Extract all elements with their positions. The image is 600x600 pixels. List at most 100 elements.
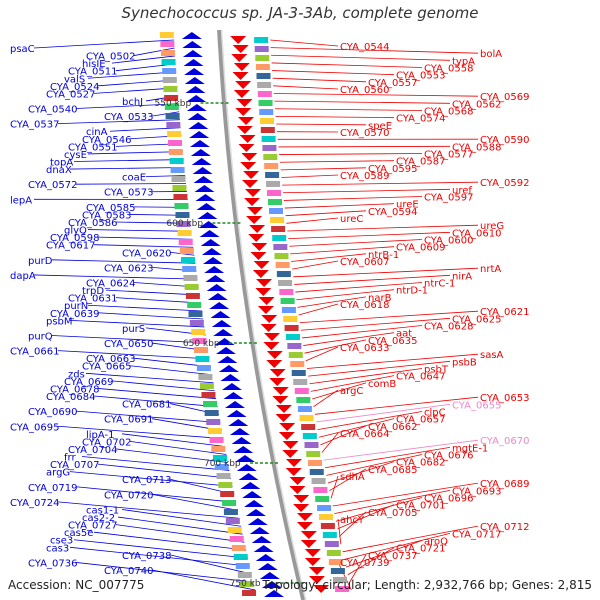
- left-strand-arrow: [207, 293, 228, 300]
- right-feature-block: [261, 136, 276, 142]
- right-connector-line: [318, 418, 395, 438]
- right-gene-label: CYA_0595: [368, 164, 417, 175]
- right-gene-label: CYA_0592: [480, 178, 529, 189]
- right-connector-line: [274, 108, 423, 111]
- right-strand-arrow: [282, 441, 299, 449]
- left-connector-line: [75, 103, 179, 109]
- left-feature-block: [171, 176, 186, 182]
- left-feature-block: [173, 194, 188, 200]
- left-gene-label: cas2-2: [82, 513, 115, 524]
- right-gene-label: nirA: [452, 271, 472, 282]
- left-strand-arrow: [194, 185, 215, 192]
- left-connector-line: [75, 486, 236, 503]
- right-gene-label: sasA: [480, 350, 504, 361]
- right-connector-line: [299, 310, 479, 324]
- left-gene-label: topA: [50, 157, 73, 168]
- right-connector-line: [287, 224, 479, 232]
- right-strand-arrow: [275, 405, 292, 413]
- right-strand-arrow: [249, 225, 266, 233]
- right-connector-line: [271, 54, 451, 61]
- right-connector-line: [294, 274, 451, 285]
- right-strand-arrow: [285, 468, 302, 476]
- left-connector-line: [87, 229, 192, 232]
- right-gene-label: CYA_0558: [424, 64, 473, 75]
- left-strand-arrow: [229, 428, 250, 435]
- right-feature-block: [287, 343, 302, 349]
- right-gene-label: CYA_0587: [396, 157, 445, 168]
- right-feature-block: [270, 217, 285, 223]
- right-strand-arrow: [282, 450, 299, 458]
- left-feature-block: [182, 266, 197, 272]
- right-connector-line: [271, 62, 423, 68]
- left-gene-label: cas3: [46, 543, 69, 554]
- left-feature-block: [196, 365, 211, 371]
- left-gene-label: frr: [64, 453, 76, 464]
- left-strand-arrow: [204, 266, 225, 273]
- left-feature-block: [170, 167, 185, 173]
- right-connector-line: [313, 389, 339, 407]
- left-strand-arrow: [264, 590, 285, 597]
- backbone-highlight: [220, 29, 307, 600]
- right-feature-block: [335, 586, 350, 592]
- right-connector-line: [308, 360, 451, 377]
- left-strand-arrow: [182, 41, 203, 48]
- left-strand-arrow: [233, 446, 254, 453]
- left-gene-label: purQ: [28, 331, 53, 342]
- left-feature-block: [162, 68, 177, 74]
- left-feature-block: [188, 311, 203, 317]
- right-strand-arrow: [233, 63, 250, 71]
- right-connector-line: [300, 317, 451, 331]
- left-gene-label: CYA_0617: [46, 241, 95, 252]
- left-gene-label: CYA_0620: [122, 248, 171, 259]
- left-strand-arrow: [189, 140, 210, 147]
- left-feature-block: [164, 95, 179, 101]
- left-connector-line: [75, 183, 186, 185]
- right-strand-arrow: [239, 135, 256, 143]
- left-strand-arrow: [187, 113, 208, 120]
- right-gene-label: typA: [452, 56, 475, 67]
- left-strand-arrow: [238, 473, 259, 480]
- left-gene-label: glyQ: [64, 226, 87, 237]
- left-feature-block: [192, 338, 207, 344]
- right-gene-label: CYA_0597: [424, 193, 473, 204]
- topology-label: Topology: circular; Length: 2,932,766 bp…: [262, 578, 592, 592]
- right-gene-label: psbT: [424, 365, 449, 376]
- left-gene-label: valS: [64, 74, 85, 85]
- left-feature-block: [216, 473, 231, 479]
- left-gene-label: CYA_0736: [28, 558, 77, 569]
- left-feature-block: [191, 329, 206, 335]
- left-gene-label: trpD: [82, 286, 104, 297]
- right-feature-block: [269, 208, 284, 214]
- right-feature-block: [318, 514, 333, 520]
- left-feature-block: [218, 482, 233, 488]
- right-feature-block: [324, 541, 339, 547]
- right-feature-block: [257, 91, 272, 97]
- left-feature-block: [175, 212, 190, 218]
- right-feature-block: [255, 64, 270, 70]
- right-gene-label: CYA_0568: [424, 107, 473, 118]
- right-gene-label: CYA_0682: [396, 458, 445, 469]
- right-gene-label: CYA_0589: [340, 171, 389, 182]
- left-gene-label: CYA_0551: [68, 142, 117, 153]
- right-strand-arrow: [243, 198, 260, 206]
- left-feature-block: [213, 455, 228, 461]
- right-feature-block: [262, 145, 277, 151]
- right-connector-line: [272, 77, 367, 83]
- right-gene-label: ureC: [340, 214, 363, 225]
- left-gene-label: CYA_0663: [86, 354, 135, 365]
- right-gene-label: CYA_0600: [424, 236, 473, 247]
- left-feature-block: [198, 374, 213, 380]
- right-gene-label: CYA_0560: [340, 85, 389, 96]
- right-feature-block: [274, 253, 289, 259]
- right-feature-block: [267, 190, 282, 196]
- left-gene-label: CYA_0702: [82, 437, 131, 448]
- right-feature-block: [276, 271, 291, 277]
- right-feature-block: [332, 577, 347, 583]
- left-connector-line: [73, 539, 249, 559]
- right-strand-arrow: [285, 459, 302, 467]
- right-feature-block: [254, 37, 269, 43]
- left-gene-label: CYA_0540: [28, 105, 77, 116]
- right-connector-line: [293, 267, 479, 278]
- right-strand-arrow: [238, 117, 255, 125]
- right-gene-label: CYA_0739: [340, 558, 389, 569]
